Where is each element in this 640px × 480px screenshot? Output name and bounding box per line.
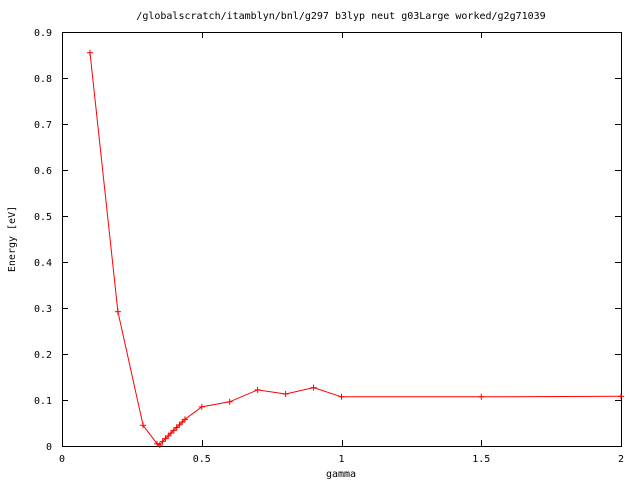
y-tick-label: 0.7 [34, 120, 52, 131]
axis-ticks [62, 32, 622, 447]
data-point [154, 440, 161, 447]
data-point [282, 391, 289, 398]
data-point [226, 398, 233, 405]
data-point [168, 430, 175, 437]
data-point [86, 49, 93, 56]
y-tick-label: 0.9 [34, 28, 52, 39]
data-point [618, 393, 624, 400]
data-point [156, 442, 163, 449]
data-point [114, 308, 121, 315]
data-series [86, 49, 624, 449]
series-line [89, 52, 622, 446]
data-point [165, 432, 172, 439]
y-tick-label: 0.5 [34, 212, 52, 223]
y-axis-label: Energy [eV] [7, 206, 18, 272]
plot-frame [62, 32, 622, 447]
data-point [170, 427, 177, 434]
data-point [254, 386, 261, 393]
y-tick-label: 0.4 [34, 258, 52, 269]
x-tick-label: 0 [59, 454, 65, 465]
y-tick-label: 0.8 [34, 74, 52, 85]
x-tick-label: 1.5 [472, 454, 490, 465]
data-point [478, 393, 485, 400]
data-point [198, 403, 205, 410]
y-tick-label: 0.1 [34, 396, 52, 407]
data-point [179, 419, 186, 426]
y-tick-label: 0 [46, 442, 52, 453]
chart-title: /globalscratch/itamblyn/bnl/g297 b3lyp n… [136, 11, 545, 22]
data-point [176, 421, 183, 428]
data-point [159, 438, 166, 445]
data-point [162, 435, 169, 442]
data-point [338, 393, 345, 400]
data-point [173, 424, 180, 431]
x-axis-label: gamma [326, 469, 356, 480]
data-point [310, 384, 317, 391]
axis-tick-labels: 0 0.5 1 1.5 2 0 0.1 0.2 0.3 0.4 0.5 0.6 0.7 0.8 0.9 [34, 28, 624, 465]
data-point [181, 416, 188, 423]
y-tick-label: 0.6 [34, 166, 52, 177]
y-tick-label: 0.3 [34, 304, 52, 315]
x-tick-label: 1 [338, 454, 344, 465]
x-tick-label: 2 [618, 454, 624, 465]
x-tick-label: 0.5 [193, 454, 211, 465]
y-tick-label: 0.2 [34, 350, 52, 361]
data-point [140, 422, 147, 429]
